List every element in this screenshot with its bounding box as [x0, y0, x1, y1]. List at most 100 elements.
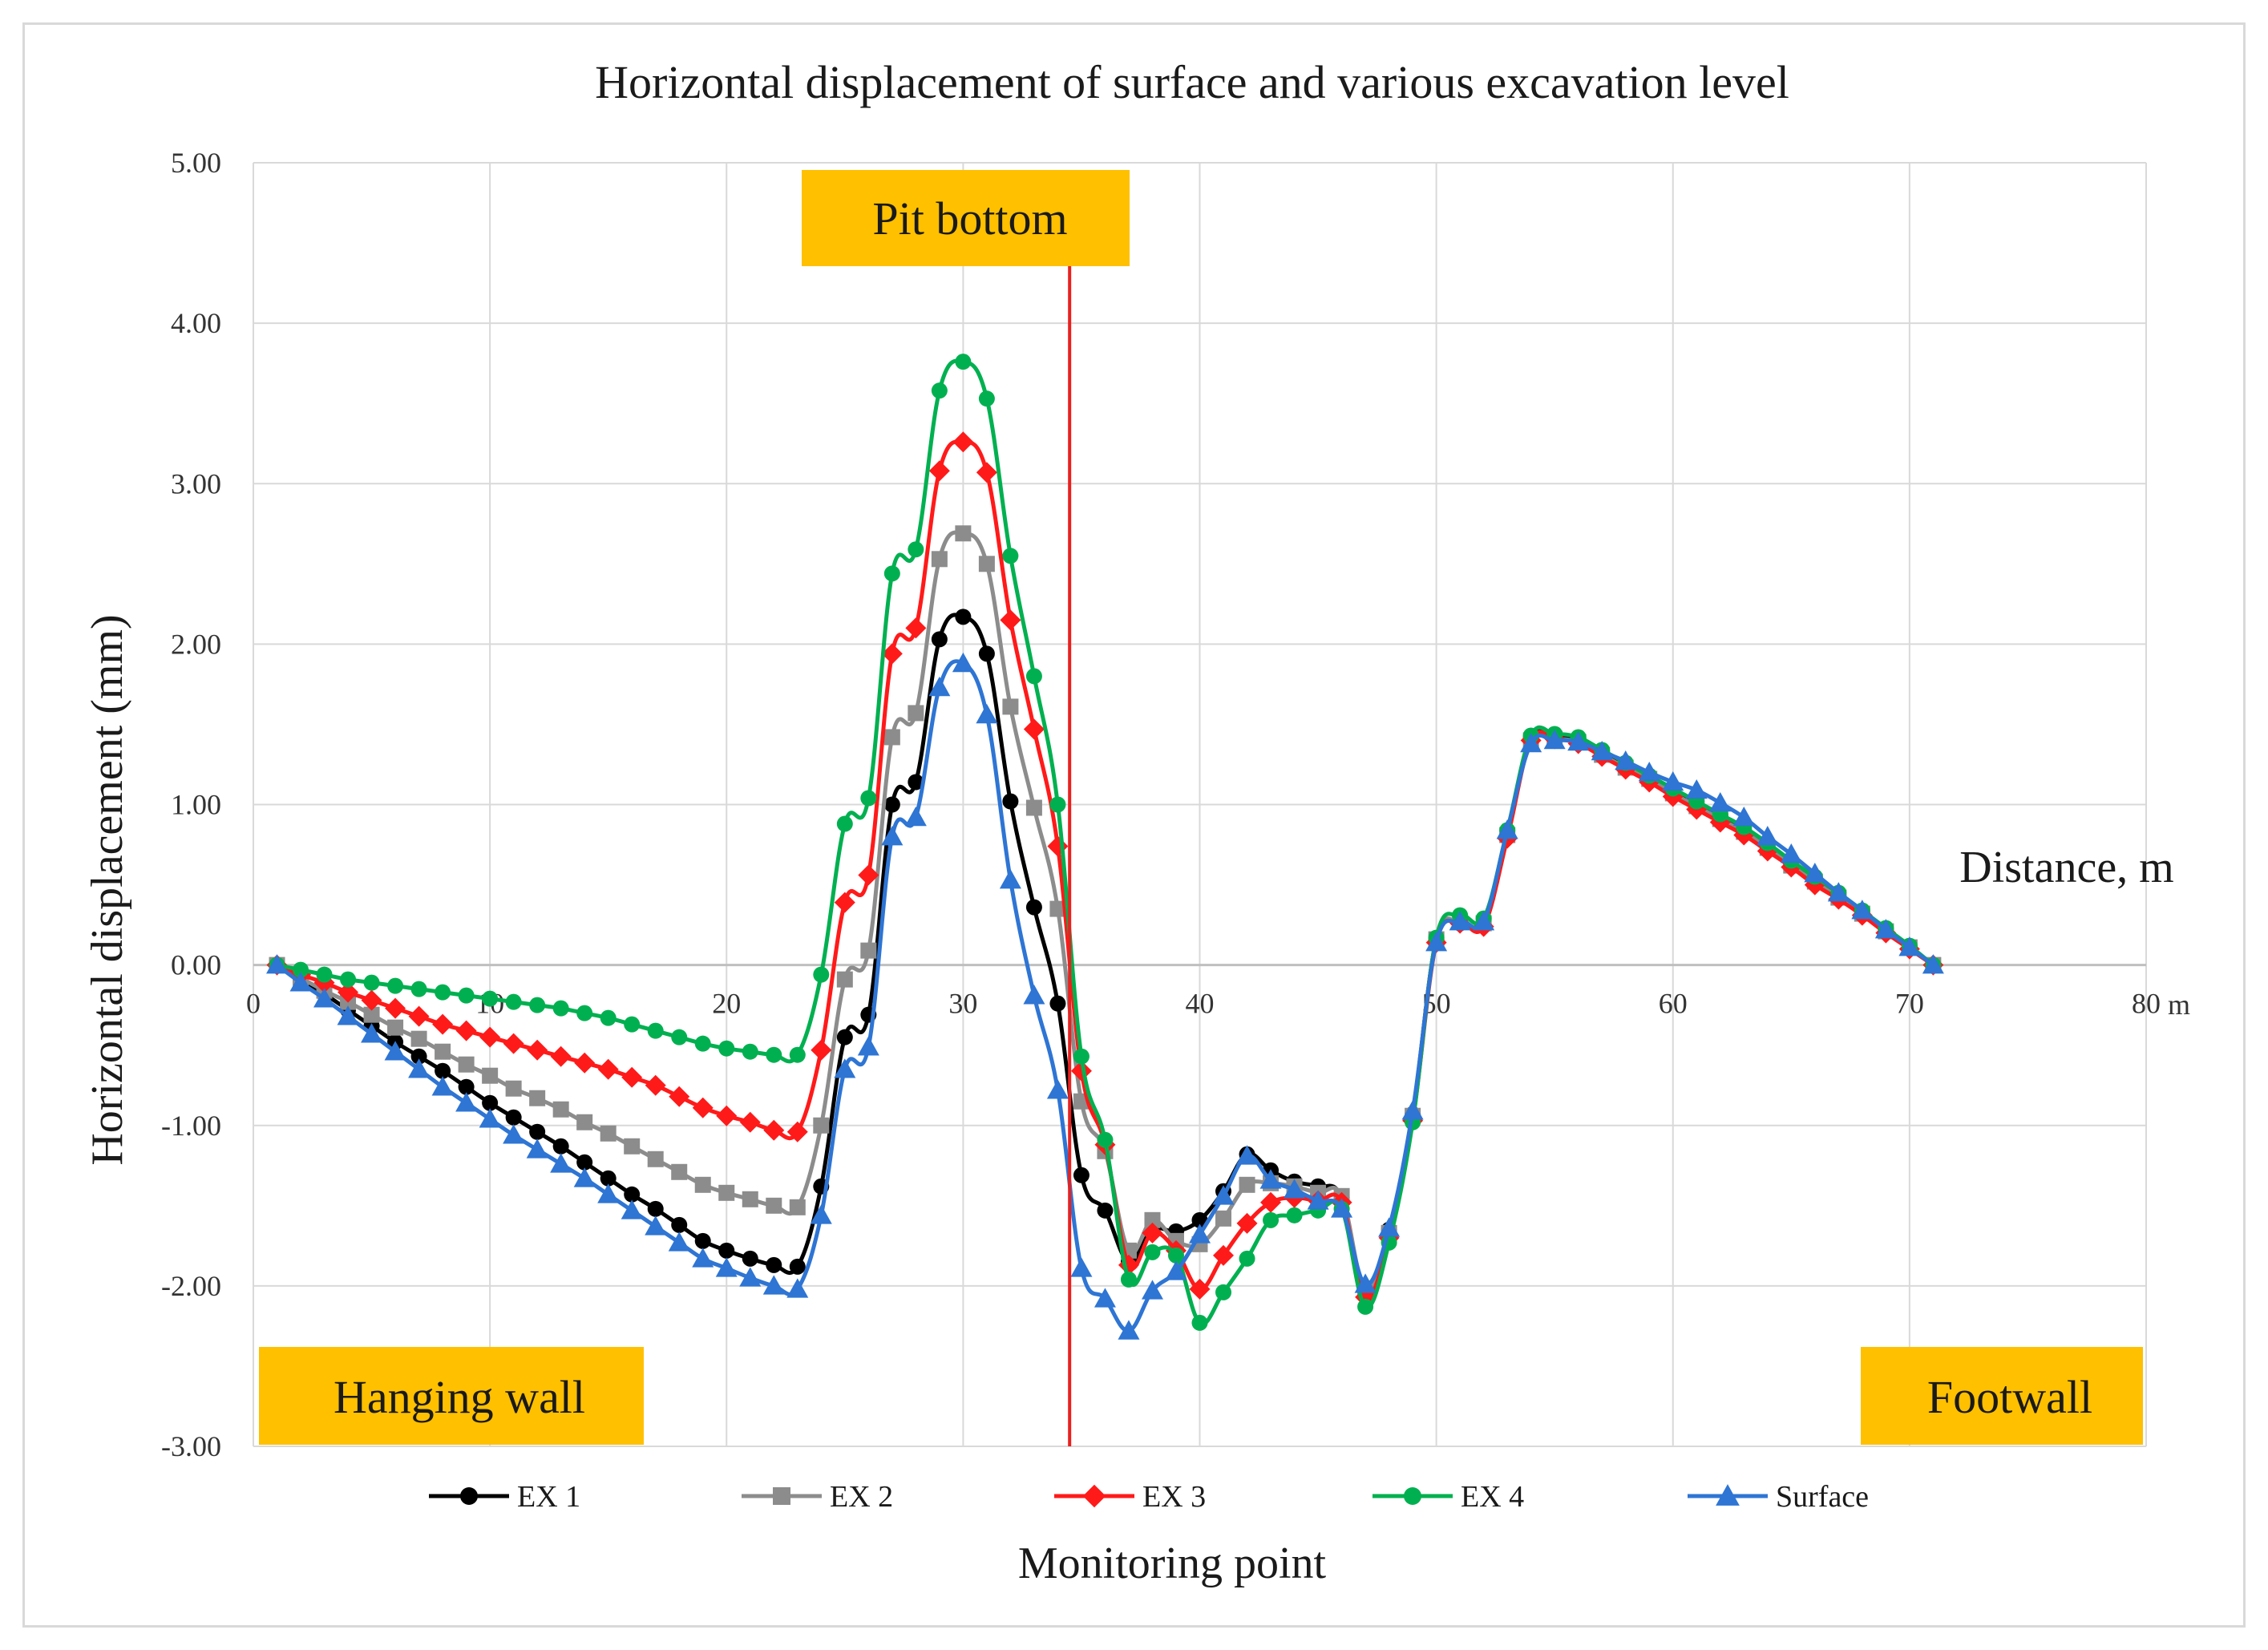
- data-point-ex4: [1215, 1284, 1232, 1300]
- y-tick-label: -3.00: [161, 1430, 221, 1462]
- data-point-surface: [526, 1138, 548, 1159]
- data-point-surface: [1449, 911, 1471, 931]
- data-point-ex4: [1263, 1211, 1280, 1228]
- data-point-ex1: [955, 609, 972, 625]
- legend-marker-ex1: [460, 1487, 478, 1505]
- data-point-ex3: [527, 1039, 548, 1061]
- y-tick-label: 4.00: [171, 307, 221, 339]
- data-point-surface: [810, 1204, 832, 1224]
- data-point-surface: [313, 988, 336, 1008]
- data-point-surface: [1331, 1198, 1353, 1218]
- data-point-ex3: [479, 1026, 501, 1048]
- pit-bottom-label: Pit bottom: [872, 192, 1067, 245]
- data-point-ex3: [338, 981, 359, 1003]
- data-point-ex1: [1073, 1167, 1090, 1183]
- data-point-ex1: [624, 1186, 641, 1203]
- data-point-surface: [1638, 761, 1660, 782]
- data-point-ex4: [813, 966, 830, 983]
- x-tick-label: 0: [246, 988, 261, 1020]
- data-point-surface: [976, 703, 998, 724]
- data-point-ex4: [955, 354, 972, 370]
- data-point-ex2: [1239, 1176, 1255, 1193]
- series-ex2: [269, 525, 1942, 1299]
- data-point-ex3: [1236, 1212, 1258, 1234]
- data-point-ex2: [576, 1114, 593, 1130]
- data-point-ex4: [1120, 1271, 1137, 1288]
- data-point-ex1: [1025, 899, 1042, 916]
- data-point-surface: [668, 1231, 690, 1252]
- pit-bottom-box: [802, 170, 1130, 266]
- legend-item-ex1: EX 1: [429, 1480, 580, 1514]
- data-point-ex3: [669, 1086, 690, 1107]
- data-point-ex3: [361, 989, 382, 1011]
- grid: [253, 162, 2147, 1447]
- data-point-ex2: [387, 1019, 404, 1036]
- data-point-surface: [645, 1215, 667, 1235]
- data-point-ex2: [1049, 900, 1066, 917]
- data-point-ex1: [978, 645, 995, 662]
- data-point-surface: [1780, 843, 1802, 863]
- data-point-ex3: [786, 1121, 808, 1142]
- data-point-surface: [431, 1076, 454, 1096]
- data-point-ex2: [1215, 1210, 1232, 1227]
- data-point-ex1: [576, 1154, 593, 1171]
- data-point-surface: [1543, 729, 1566, 750]
- data-point-ex2: [600, 1125, 617, 1142]
- data-point-surface: [1189, 1223, 1211, 1244]
- data-point-ex2: [718, 1184, 735, 1201]
- data-point-surface: [1827, 882, 1850, 902]
- data-point-surface: [1732, 807, 1755, 827]
- data-point-surface: [384, 1041, 406, 1061]
- data-point-ex2: [505, 1080, 522, 1097]
- data-point-ex4: [836, 815, 853, 832]
- data-point-surface: [1259, 1169, 1282, 1189]
- data-point-surface: [1898, 936, 1921, 956]
- data-point-ex2: [529, 1090, 546, 1106]
- data-point-ex3: [858, 864, 879, 886]
- data-point-ex1: [931, 631, 948, 648]
- legend-item-ex3: EX 3: [1054, 1480, 1206, 1514]
- data-point-surface: [1118, 1320, 1140, 1340]
- data-point-ex1: [552, 1138, 569, 1155]
- data-point-ex4: [600, 1009, 617, 1026]
- data-point-ex1: [1191, 1211, 1208, 1228]
- data-point-ex3: [1000, 609, 1021, 631]
- data-point-ex4: [694, 1035, 711, 1052]
- data-point-ex4: [1239, 1250, 1255, 1267]
- data-point-surface: [337, 1005, 359, 1025]
- data-point-surface: [408, 1058, 431, 1078]
- data-point-ex1: [908, 774, 924, 791]
- data-point-ex4: [908, 541, 924, 558]
- data-point-ex3: [976, 462, 997, 483]
- legend-label-ex4: EX 4: [1461, 1480, 1524, 1514]
- data-point-ex1: [718, 1242, 735, 1259]
- series-line-ex3: [276, 439, 1934, 1300]
- x-tick-label: 40: [1186, 988, 1215, 1020]
- data-point-ex2: [435, 1043, 451, 1060]
- data-point-ex2: [647, 1151, 664, 1167]
- data-point-surface: [1307, 1190, 1329, 1210]
- series-surface: [266, 652, 1944, 1340]
- data-point-ex2: [410, 1030, 427, 1047]
- data-point-ex3: [408, 1005, 430, 1027]
- footwall-label: Footwall: [1927, 1371, 2092, 1423]
- data-point-ex4: [482, 990, 499, 1007]
- x-unit-label: m: [2168, 989, 2190, 1021]
- data-point-ex2: [813, 1117, 830, 1134]
- data-point-surface: [1473, 911, 1495, 931]
- data-point-ex4: [766, 1046, 782, 1063]
- data-point-ex3: [597, 1058, 619, 1080]
- data-point-ex4: [860, 790, 877, 807]
- data-point-ex4: [340, 971, 357, 988]
- data-point-ex3: [574, 1052, 596, 1074]
- data-point-ex3: [385, 997, 406, 1019]
- data-point-ex4: [505, 993, 522, 1010]
- data-point-ex1: [529, 1123, 546, 1140]
- x-tick-label: 20: [712, 988, 741, 1020]
- legend-marker-ex4: [1404, 1487, 1421, 1505]
- data-point-ex1: [789, 1258, 806, 1275]
- data-point-surface: [928, 676, 951, 697]
- data-point-ex2: [458, 1056, 475, 1073]
- data-point-ex2: [1144, 1211, 1161, 1228]
- data-point-surface: [1401, 1100, 1424, 1120]
